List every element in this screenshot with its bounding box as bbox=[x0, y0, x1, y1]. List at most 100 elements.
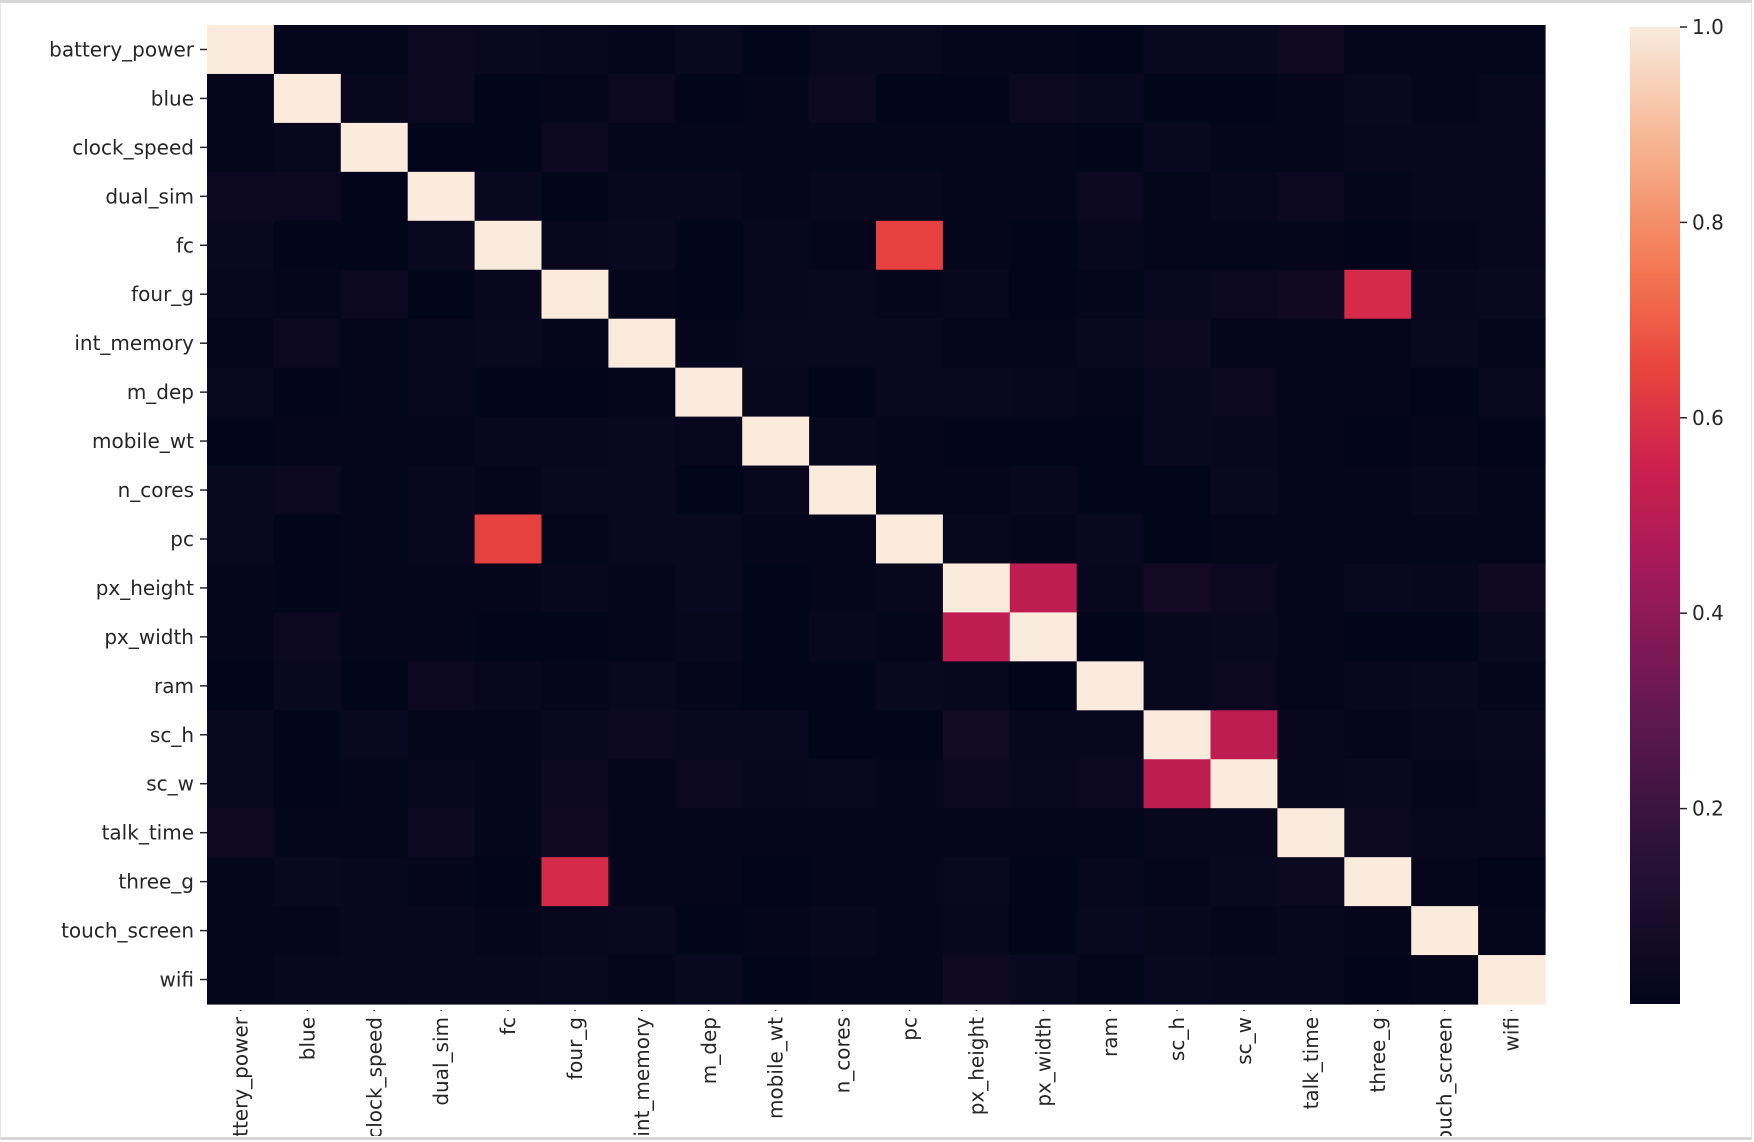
heatmap-cell-px_height-battery_power bbox=[207, 563, 275, 613]
heatmap-cell-battery_power-dual_sim bbox=[407, 25, 476, 75]
y-tick-label: talk_time bbox=[102, 821, 194, 845]
heatmap-cell-three_g-px_height bbox=[942, 857, 1011, 907]
heatmap-cell-battery_power-n_cores bbox=[809, 25, 877, 75]
heatmap-cell-ram-px_height bbox=[942, 661, 1011, 711]
heatmap-cell-n_cores-clock_speed bbox=[340, 465, 409, 516]
heatmap-cell-battery_power-clock_speed bbox=[340, 25, 409, 75]
x-tick-label: sc_w bbox=[1232, 1017, 1256, 1065]
x-tick-label: n_cores bbox=[831, 1017, 855, 1093]
heatmap-cell-four_g-sc_w bbox=[1210, 269, 1278, 320]
heatmap-cell-fc-pc bbox=[876, 220, 944, 271]
heatmap-cell-sc_w-ram bbox=[1076, 759, 1145, 809]
heatmap-cell-talk_time-mobile_wt bbox=[742, 808, 810, 858]
heatmap-cell-three_g-sc_w bbox=[1210, 857, 1278, 907]
heatmap-cell-sc_h-ram bbox=[1076, 710, 1145, 760]
heatmap-cell-touch_screen-three_g bbox=[1344, 906, 1412, 956]
heatmap-cell-m_dep-m_dep bbox=[675, 367, 743, 418]
heatmap-cell-wifi-four_g bbox=[541, 955, 609, 1005]
heatmap-cell-dual_sim-dual_sim bbox=[407, 171, 476, 222]
heatmap-cell-sc_w-dual_sim bbox=[407, 759, 476, 809]
heatmap-cell-dual_sim-px_height bbox=[942, 171, 1011, 222]
heatmap-cell-clock_speed-px_height bbox=[942, 122, 1011, 173]
heatmap-cell-pc-blue bbox=[273, 514, 342, 565]
heatmap-cell-talk_time-m_dep bbox=[675, 808, 743, 858]
heatmap-cell-px_height-ram bbox=[1076, 563, 1145, 613]
heatmap-cells bbox=[207, 25, 1546, 1005]
heatmap-cell-px_width-pc bbox=[876, 612, 944, 662]
heatmap-cell-ram-mobile_wt bbox=[742, 661, 810, 711]
heatmap-cell-int_memory-blue bbox=[273, 318, 342, 369]
heatmap-cell-mobile_wt-px_height bbox=[942, 416, 1011, 467]
heatmap-cell-sc_h-n_cores bbox=[809, 710, 877, 760]
heatmap-cell-sc_w-sc_h bbox=[1143, 759, 1212, 809]
heatmap-cell-four_g-px_height bbox=[942, 269, 1011, 320]
heatmap-cell-blue-sc_w bbox=[1210, 73, 1278, 124]
heatmap-cell-blue-four_g bbox=[541, 73, 609, 124]
heatmap-cell-clock_speed-n_cores bbox=[809, 122, 877, 173]
colorbar-tick-label: 0.2 bbox=[1692, 797, 1724, 821]
heatmap-cell-ram-sc_w bbox=[1210, 661, 1278, 711]
heatmap-cell-clock_speed-wifi bbox=[1478, 122, 1546, 173]
heatmap-cell-mobile_wt-battery_power bbox=[207, 416, 275, 467]
heatmap-cell-int_memory-n_cores bbox=[809, 318, 877, 369]
heatmap-cell-talk_time-four_g bbox=[541, 808, 609, 858]
heatmap-cell-clock_speed-fc bbox=[474, 122, 543, 173]
heatmap-cell-touch_screen-pc bbox=[876, 906, 944, 956]
heatmap-cell-sc_w-touch_screen bbox=[1411, 759, 1479, 809]
heatmap-cell-int_memory-four_g bbox=[541, 318, 609, 369]
heatmap-cell-px_width-four_g bbox=[541, 612, 609, 662]
heatmap-cell-sc_h-pc bbox=[876, 710, 944, 760]
heatmap-cell-fc-px_height bbox=[942, 220, 1011, 271]
heatmap-cell-talk_time-clock_speed bbox=[340, 808, 409, 858]
heatmap-cell-fc-clock_speed bbox=[340, 220, 409, 271]
heatmap-cell-touch_screen-touch_screen bbox=[1411, 906, 1479, 956]
heatmap-cell-wifi-battery_power bbox=[207, 955, 275, 1005]
heatmap-cell-mobile_wt-touch_screen bbox=[1411, 416, 1479, 467]
heatmap-cell-dual_sim-n_cores bbox=[809, 171, 877, 222]
heatmap-cell-sc_h-battery_power bbox=[207, 710, 275, 760]
x-tick-label: three_g bbox=[1366, 1017, 1390, 1093]
heatmap-cell-px_width-n_cores bbox=[809, 612, 877, 662]
heatmap-cell-sc_w-m_dep bbox=[675, 759, 743, 809]
heatmap-cell-pc-sc_h bbox=[1143, 514, 1212, 565]
heatmap-cell-talk_time-three_g bbox=[1344, 808, 1412, 858]
heatmap-cell-clock_speed-three_g bbox=[1344, 122, 1412, 173]
heatmap-cell-sc_w-mobile_wt bbox=[742, 759, 810, 809]
heatmap-cell-px_height-wifi bbox=[1478, 563, 1546, 613]
heatmap-cell-three_g-ram bbox=[1076, 857, 1145, 907]
heatmap-cell-int_memory-sc_w bbox=[1210, 318, 1278, 369]
x-tick-label: m_dep bbox=[697, 1017, 721, 1084]
heatmap-cell-battery_power-m_dep bbox=[675, 25, 743, 75]
heatmap-cell-ram-clock_speed bbox=[340, 661, 409, 711]
heatmap-cell-n_cores-touch_screen bbox=[1411, 465, 1479, 516]
heatmap-cell-n_cores-blue bbox=[273, 465, 342, 516]
heatmap-cell-ram-sc_h bbox=[1143, 661, 1212, 711]
heatmap-cell-four_g-three_g bbox=[1344, 269, 1412, 320]
heatmap-cell-px_width-px_width bbox=[1009, 612, 1078, 662]
heatmap-cell-m_dep-wifi bbox=[1478, 367, 1546, 418]
heatmap-cell-blue-clock_speed bbox=[340, 73, 409, 124]
heatmap-cell-talk_time-battery_power bbox=[207, 808, 275, 858]
heatmap-cell-wifi-three_g bbox=[1344, 955, 1412, 1005]
heatmap-cell-ram-px_width bbox=[1009, 661, 1078, 711]
heatmap-cell-three_g-touch_screen bbox=[1411, 857, 1479, 907]
heatmap-cell-clock_speed-sc_h bbox=[1143, 122, 1212, 173]
heatmap-cell-n_cores-int_memory bbox=[608, 465, 676, 516]
heatmap-cell-m_dep-px_width bbox=[1009, 367, 1078, 418]
colorbar-tick-label: 1.0 bbox=[1692, 15, 1724, 39]
heatmap-cell-fc-wifi bbox=[1478, 220, 1546, 271]
heatmap-cell-clock_speed-dual_sim bbox=[407, 122, 476, 173]
heatmap-cell-n_cores-four_g bbox=[541, 465, 609, 516]
heatmap-cell-talk_time-talk_time bbox=[1277, 808, 1345, 858]
heatmap-cell-three_g-four_g bbox=[541, 857, 609, 907]
heatmap-cell-px_width-sc_w bbox=[1210, 612, 1278, 662]
y-tick-label: dual_sim bbox=[105, 184, 194, 208]
heatmap-cell-px_height-sc_w bbox=[1210, 563, 1278, 613]
heatmap-cell-blue-sc_h bbox=[1143, 73, 1212, 124]
heatmap-cell-touch_screen-dual_sim bbox=[407, 906, 476, 956]
heatmap-cell-talk_time-touch_screen bbox=[1411, 808, 1479, 858]
heatmap-cell-four_g-fc bbox=[474, 269, 543, 320]
heatmap-cell-n_cores-three_g bbox=[1344, 465, 1412, 516]
